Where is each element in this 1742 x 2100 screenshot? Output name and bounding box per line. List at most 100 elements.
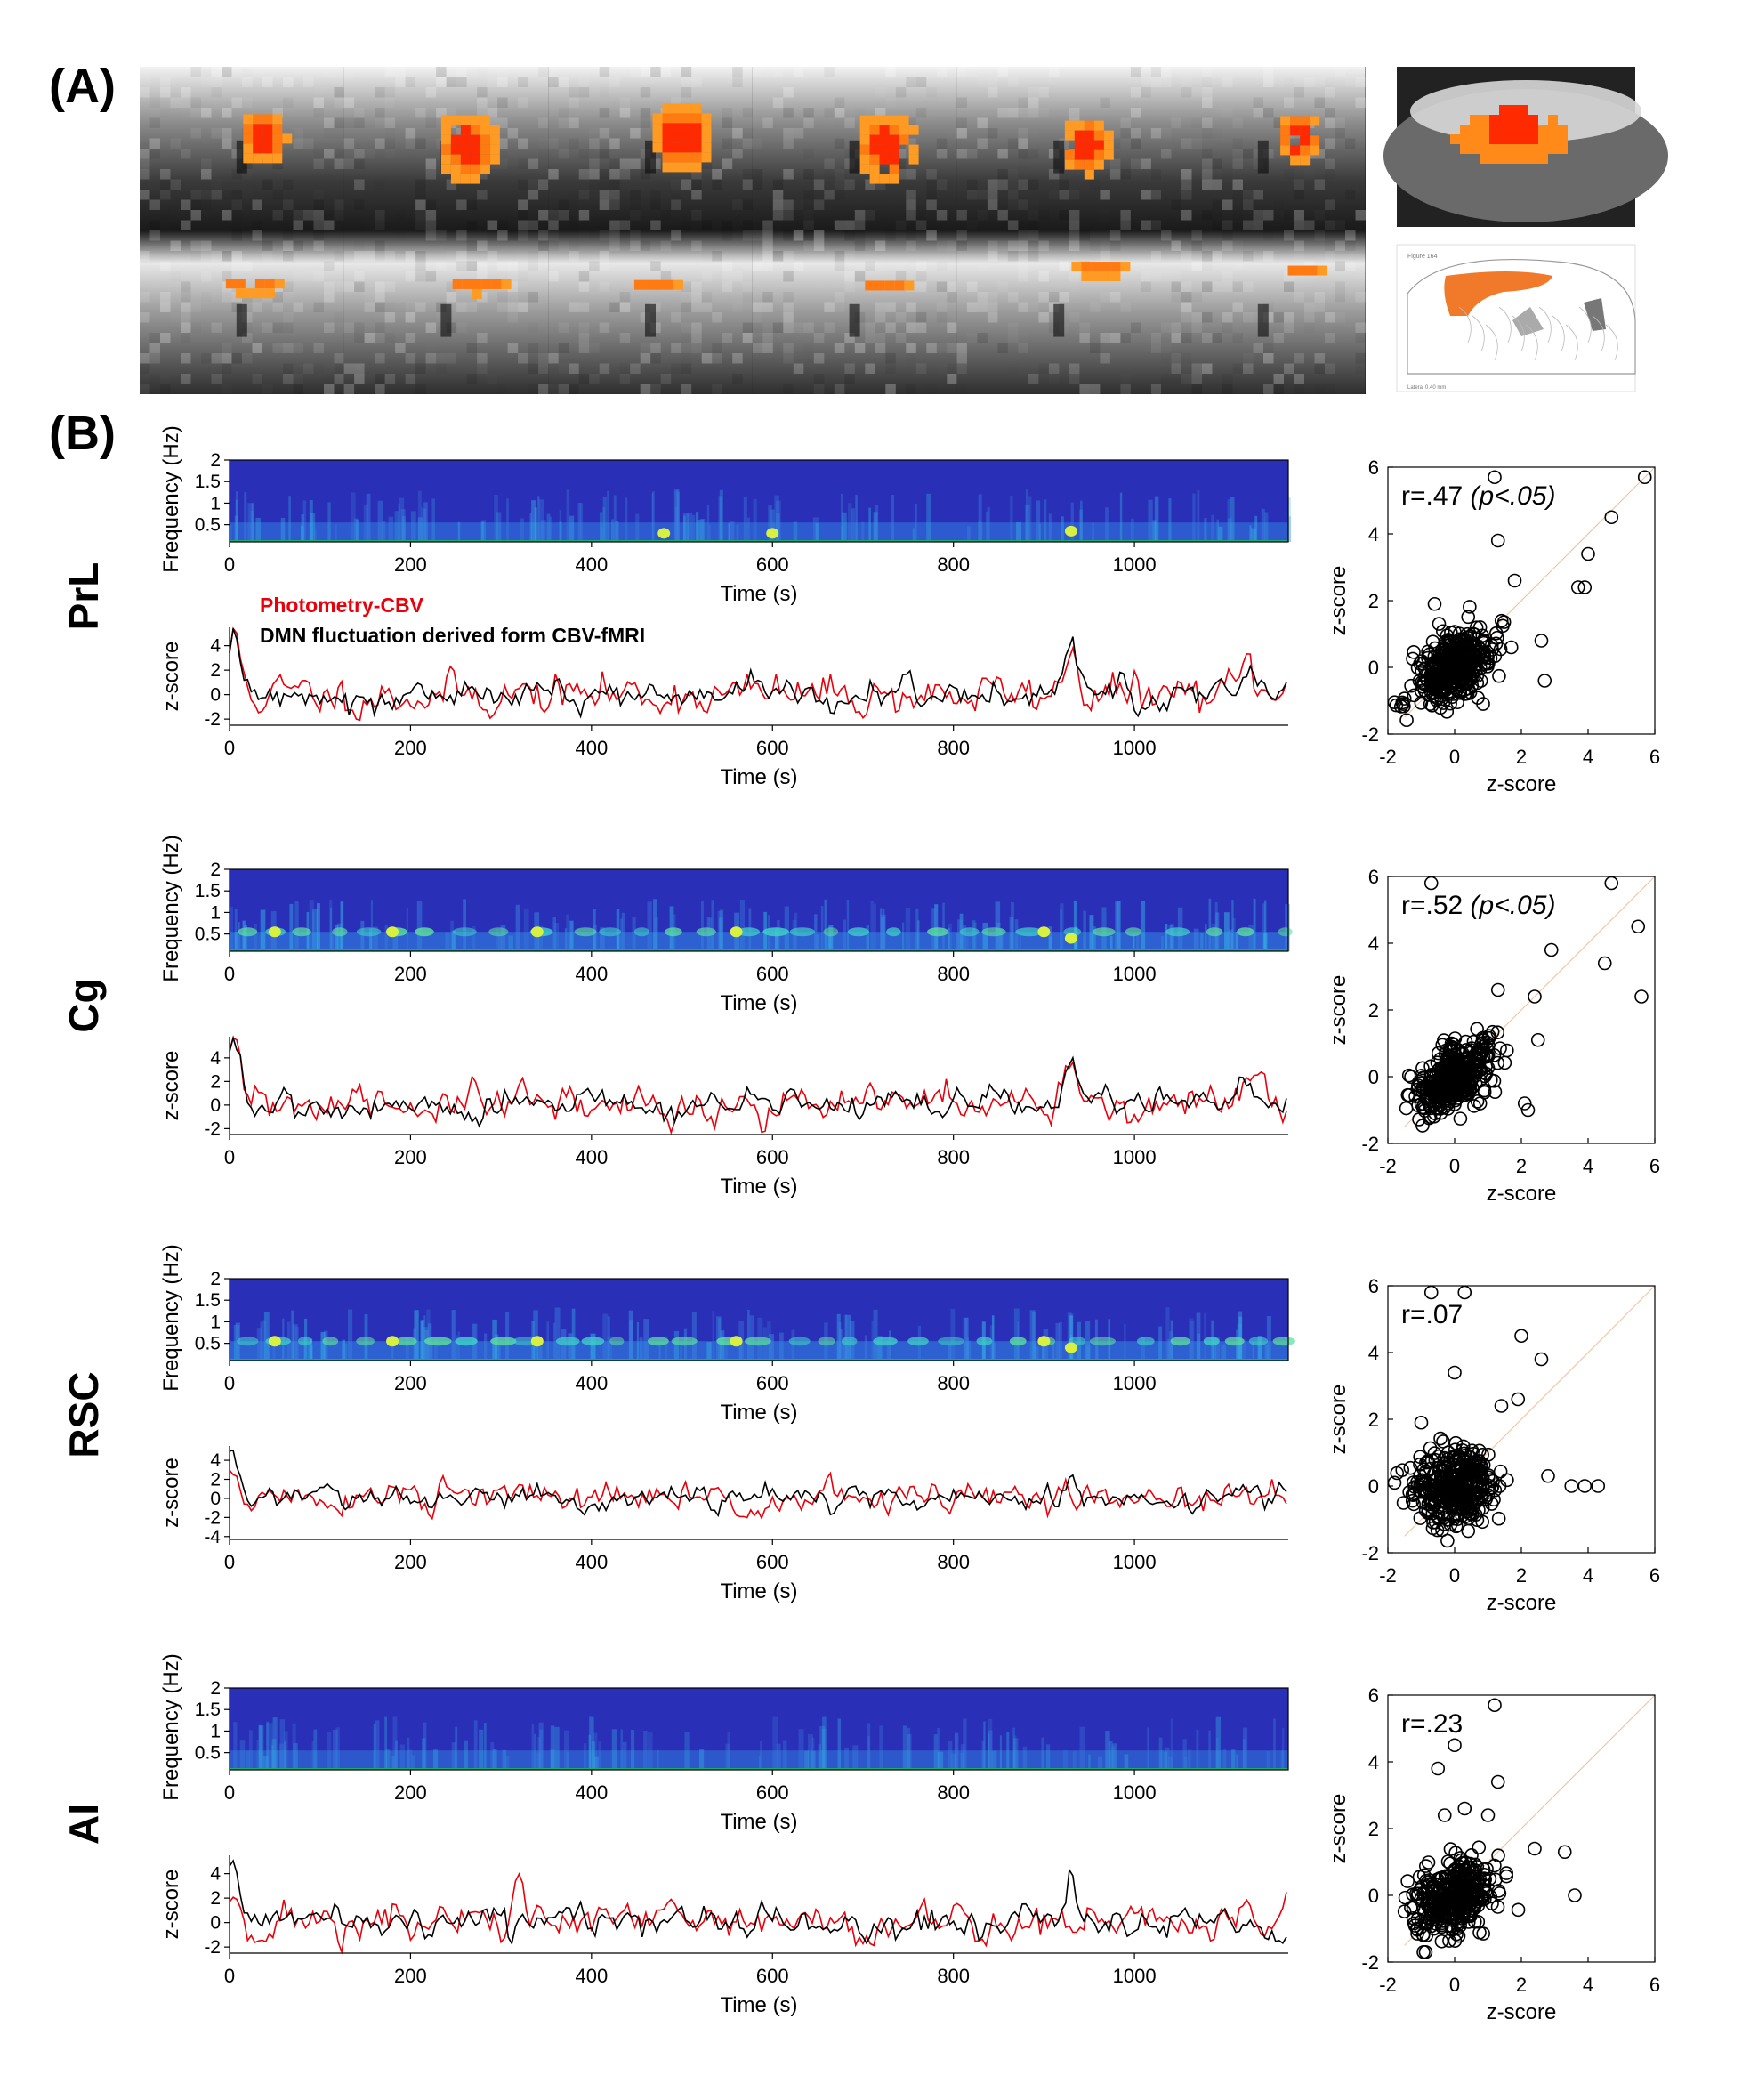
scatter-point: [1415, 1495, 1431, 1510]
spectrogram-streak: [700, 518, 706, 542]
tick-label: 6: [1368, 456, 1379, 479]
spectrogram-blob: [1224, 1337, 1245, 1346]
spectrogram-streak: [534, 1733, 536, 1770]
spectrogram-streak: [828, 925, 834, 951]
spectrogram-blob: [744, 1337, 771, 1346]
spectrogram-streak: [1013, 1735, 1017, 1770]
spectrogram-streak: [824, 1728, 827, 1770]
spectrogram-streak: [1086, 1345, 1092, 1361]
sagittal-activation-voxel: [1470, 115, 1480, 125]
sagittal-activation-voxel: [1499, 134, 1509, 144]
x-axis-title: Time (s): [720, 991, 797, 1015]
spectrogram-streak: [312, 909, 319, 951]
spectrogram-streak: [768, 505, 772, 542]
spectrogram-streak: [272, 1717, 278, 1770]
scatter-point: [1407, 1497, 1421, 1512]
spectrogram-streak: [426, 1309, 431, 1361]
spectrogram-streak: [738, 1345, 743, 1361]
scatter-point: [1448, 1508, 1464, 1523]
spectrogram-streak: [810, 1750, 816, 1770]
scatter-point: [1494, 613, 1509, 628]
spectrogram-streak: [1072, 1750, 1077, 1770]
spectrogram-streak: [1280, 1750, 1285, 1770]
spectrogram-streak: [987, 506, 990, 542]
spectrogram-streak: [230, 524, 232, 542]
spectrogram-blob: [1009, 1337, 1027, 1346]
spectrogram-streak: [611, 1729, 617, 1770]
spectrogram-streak: [1165, 1307, 1170, 1361]
x-axis-title: z-score: [1487, 772, 1557, 796]
spectrogram-streak: [991, 1315, 995, 1361]
spectrogram-streak: [880, 914, 886, 951]
spectrogram-streak: [1073, 900, 1077, 951]
spectrogram-streak: [629, 1320, 633, 1361]
spectrogram-blob: [1165, 927, 1190, 937]
tick-label: 400: [575, 553, 608, 576]
spectrogram-streak: [1041, 1737, 1044, 1770]
spectrogram-blob: [555, 1337, 580, 1346]
sagittal-activation-voxel: [1528, 115, 1538, 125]
spectrogram-streak: [537, 925, 544, 951]
spectrogram-streak: [1048, 936, 1052, 951]
tick-label: 6: [1368, 1684, 1379, 1707]
panel-a-label: (A): [49, 60, 116, 113]
scatter-point: [1396, 1496, 1411, 1510]
spectrogram: [229, 459, 1292, 543]
spectrogram-streak: [258, 1724, 263, 1770]
spectrogram-streak: [610, 519, 615, 542]
scatter-point: [1485, 642, 1500, 657]
scatter-point: [1452, 674, 1467, 689]
spectrogram-streak: [743, 497, 747, 542]
spectrogram-streak: [988, 1730, 993, 1770]
spectrogram-streak: [473, 1720, 478, 1770]
spectrogram-blob: [455, 1337, 478, 1346]
spectrogram-streak: [673, 1330, 680, 1361]
spectrogram-streak: [293, 1742, 298, 1770]
spectrogram-blob: [665, 927, 682, 937]
spectrogram-streak: [1224, 912, 1230, 951]
spectrogram-blob: [938, 1337, 964, 1346]
spectrogram-streak: [271, 1745, 274, 1770]
spectrogram-streak: [657, 1749, 659, 1770]
scatter-point: [1431, 1488, 1445, 1503]
spectrogram-streak: [1048, 513, 1052, 542]
tick-label: 0: [1449, 1155, 1460, 1177]
spectrogram-streak: [421, 1738, 426, 1770]
spectrogram-streak: [847, 503, 852, 542]
scatter-point: [1436, 665, 1450, 679]
spectrogram-streak: [1136, 933, 1140, 951]
tick-label: 1.5: [195, 1700, 221, 1720]
tick-label: -2: [1361, 1951, 1379, 1974]
spectrogram-blob: [599, 927, 622, 937]
spectrogram-streak: [417, 517, 423, 542]
timeseries-plot: [229, 1446, 1288, 1540]
spectrogram-streak: [537, 496, 540, 542]
scatter-plot: [1387, 1694, 1656, 1963]
spectrogram-blob: [1136, 1337, 1155, 1346]
spectrogram-streak: [496, 928, 499, 951]
spectrogram-streak: [816, 934, 820, 951]
spectrogram-streak: [395, 1740, 398, 1770]
spectrogram-streak: [1025, 489, 1028, 542]
spectrogram-streak: [808, 1734, 813, 1770]
scatter-point: [1461, 610, 1476, 625]
mri-slice: [1161, 67, 1366, 230]
spectrogram-streak: [411, 1755, 415, 1770]
spectrogram-streak: [691, 1312, 697, 1361]
spectrogram-streak: [608, 1316, 610, 1361]
scatter-point: [1406, 1475, 1421, 1490]
mri-slice: [752, 67, 957, 230]
spectrogram-streak: [1227, 518, 1232, 542]
tick-label: -2: [1361, 1542, 1379, 1564]
spectrogram-streak: [682, 513, 689, 542]
scatter-point: [1454, 1885, 1469, 1900]
spectrogram-streak: [867, 1723, 871, 1770]
tick-label: 600: [756, 1146, 789, 1168]
spectrogram-streak: [966, 526, 971, 542]
spectrogram-streak: [643, 1319, 649, 1361]
spectrogram-streak: [559, 521, 562, 542]
spectrogram-blob: [356, 927, 382, 937]
spectrogram-streak: [1211, 514, 1214, 542]
scatter-point: [1466, 669, 1481, 683]
scatter-point: [1423, 1070, 1438, 1085]
